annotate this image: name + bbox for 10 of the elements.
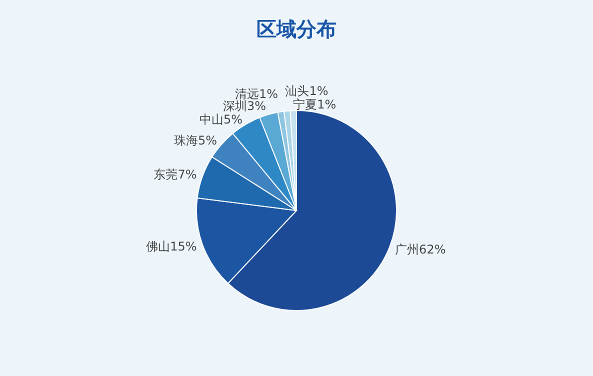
slice-label: 珠海5% <box>174 133 217 148</box>
slice-label: 佛山15% <box>146 239 197 254</box>
slice-label: 东莞7% <box>154 168 197 182</box>
slice-label: 深圳3% <box>223 98 266 113</box>
slice-label: 中山5% <box>199 112 243 126</box>
slice-label: 汕头1% <box>285 84 328 98</box>
chart-title: 区域分布 <box>256 17 336 41</box>
slice-label: 广州62% <box>395 242 446 257</box>
slice-label: 宁夏1% <box>293 98 336 112</box>
slice-label: 清远1% <box>234 86 278 101</box>
